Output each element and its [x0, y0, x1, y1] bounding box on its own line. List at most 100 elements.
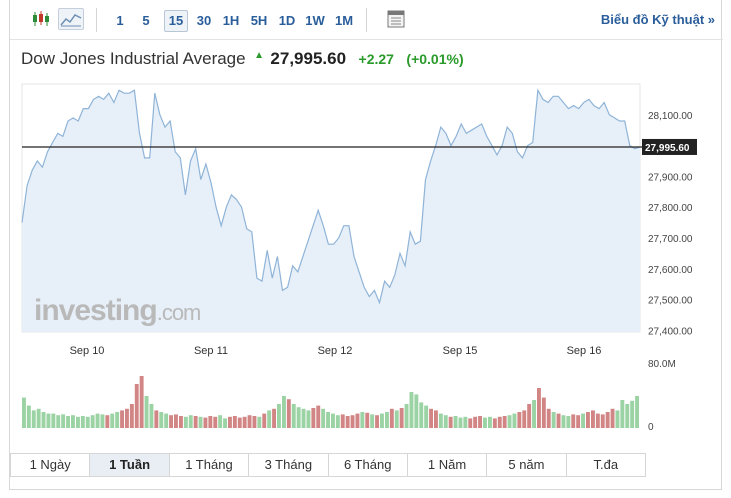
volume-bar — [66, 416, 70, 428]
interval-5[interactable]: 5 — [142, 13, 150, 28]
volume-axis-zero: 0 — [648, 422, 654, 433]
volume-bar — [90, 415, 95, 428]
volume-bar — [110, 413, 115, 428]
price-area — [22, 90, 640, 332]
volume-bar — [56, 415, 61, 428]
volume-bar — [232, 416, 237, 428]
volume-bar — [438, 413, 443, 428]
volume-bar — [600, 414, 605, 428]
volume-bar — [237, 417, 242, 428]
price-chart[interactable]: 28,100.00 27,900.00 27,800.00 27,700.00 27,6… — [0, 0, 731, 450]
candlestick-icon[interactable] — [29, 8, 53, 30]
volume-bar — [183, 416, 188, 428]
volume-bar — [316, 405, 321, 428]
volume-bar — [198, 416, 203, 428]
period-1-week[interactable]: 1 Tuần — [90, 454, 170, 476]
interval-30[interactable]: 30 — [196, 13, 212, 28]
volume-bar — [576, 415, 581, 428]
volume-bar — [635, 396, 639, 428]
volume-bar — [375, 415, 379, 428]
volume-bar — [630, 400, 635, 428]
volume-bar — [478, 416, 482, 428]
volume-bar — [419, 402, 424, 428]
volume-bar — [556, 413, 561, 428]
price-change-percent: (+0.01%) — [406, 51, 464, 67]
period-5-years[interactable]: 5 năm — [487, 454, 567, 476]
volume-bar — [389, 408, 394, 428]
volume-bar — [586, 412, 590, 428]
period-1-month[interactable]: 1 Tháng — [170, 454, 250, 476]
volume-bar — [282, 396, 286, 428]
volume-bar — [120, 410, 124, 428]
volume-bar — [517, 412, 522, 428]
volume-bar — [71, 415, 75, 428]
volume-bar — [340, 414, 345, 428]
y-tick-label: 28,100.00 — [648, 111, 693, 122]
volume-bar — [331, 413, 335, 428]
line-chart-icon[interactable] — [58, 8, 84, 30]
volume-bar — [571, 414, 576, 428]
investing-watermark: investing.com — [34, 294, 200, 327]
current-price-tag — [642, 138, 697, 155]
interval-1d[interactable]: 1D — [278, 13, 296, 28]
technical-chart-link[interactable]: Biểu đồ Kỹ thuật » — [600, 12, 715, 27]
volume-bar — [125, 408, 129, 428]
y-tick-label: 27,500.00 — [648, 296, 693, 307]
period-1-year[interactable]: 1 Năm — [408, 454, 488, 476]
interval-1h[interactable]: 1H — [222, 13, 240, 28]
volume-bar — [512, 413, 517, 428]
period-1-day[interactable]: 1 Ngày — [11, 454, 91, 476]
volume-bar — [134, 384, 139, 428]
period-max[interactable]: T.đa — [593, 457, 619, 472]
period-3-months[interactable]: 3 Tháng — [249, 454, 329, 476]
volume-bar — [595, 413, 600, 428]
volume-bar — [51, 413, 56, 428]
volume-axis-max: 80.0M — [648, 359, 676, 370]
x-tick-label: Sep 12 — [318, 345, 353, 357]
volume-bar — [546, 408, 551, 428]
volume-bar — [22, 397, 26, 428]
volume-bar — [218, 415, 223, 428]
volume-bar — [492, 418, 497, 428]
volume-bar — [179, 416, 183, 428]
volume-bar — [296, 407, 301, 428]
volume-bar — [193, 416, 198, 428]
interval-1m[interactable]: 1M — [334, 13, 354, 28]
volume-bar — [95, 413, 100, 428]
volume-bar — [252, 416, 257, 428]
volume-bar — [277, 404, 281, 428]
volume-bar — [541, 397, 546, 428]
y-tick-label: 27,400.00 — [648, 326, 693, 337]
volume-bar — [228, 416, 232, 428]
y-tick-label: 27,900.00 — [648, 172, 693, 183]
last-price: 27,995.60 — [270, 49, 347, 68]
volume-bar — [399, 408, 404, 428]
volume-bar — [76, 416, 80, 428]
volume-bar — [522, 410, 527, 428]
volume-bar — [429, 408, 433, 428]
volume-bar — [262, 413, 267, 428]
volume-bar — [115, 412, 120, 428]
chart-toolbar: 1 5 15 30 1H 5H 1D 1W 1M Biểu đồ Kỹ thuậ… — [10, 0, 723, 40]
period-6-months[interactable]: 6 Tháng — [329, 454, 408, 476]
interval-5h[interactable]: 5H — [250, 13, 268, 28]
volume-bar — [527, 404, 532, 428]
volume-bar — [80, 416, 85, 428]
volume-bar — [394, 410, 399, 428]
table-icon[interactable] — [384, 8, 408, 30]
x-tick-label: Sep 16 — [567, 345, 602, 357]
interval-1[interactable]: 1 — [116, 13, 124, 28]
volume-bar — [326, 412, 330, 428]
volume-bar — [532, 400, 536, 428]
volume-bar — [434, 410, 438, 428]
volume-bar — [31, 410, 36, 428]
price-change: +2.27 — [358, 51, 394, 67]
volume-bar — [463, 416, 468, 428]
interval-1w[interactable]: 1W — [305, 13, 325, 28]
volume-bar — [208, 416, 213, 428]
volume-bar — [41, 412, 46, 428]
interval-15[interactable]: 15 — [164, 10, 188, 32]
volume-bar — [561, 415, 566, 428]
volume-bar — [144, 396, 149, 428]
volume-bar — [448, 416, 453, 428]
